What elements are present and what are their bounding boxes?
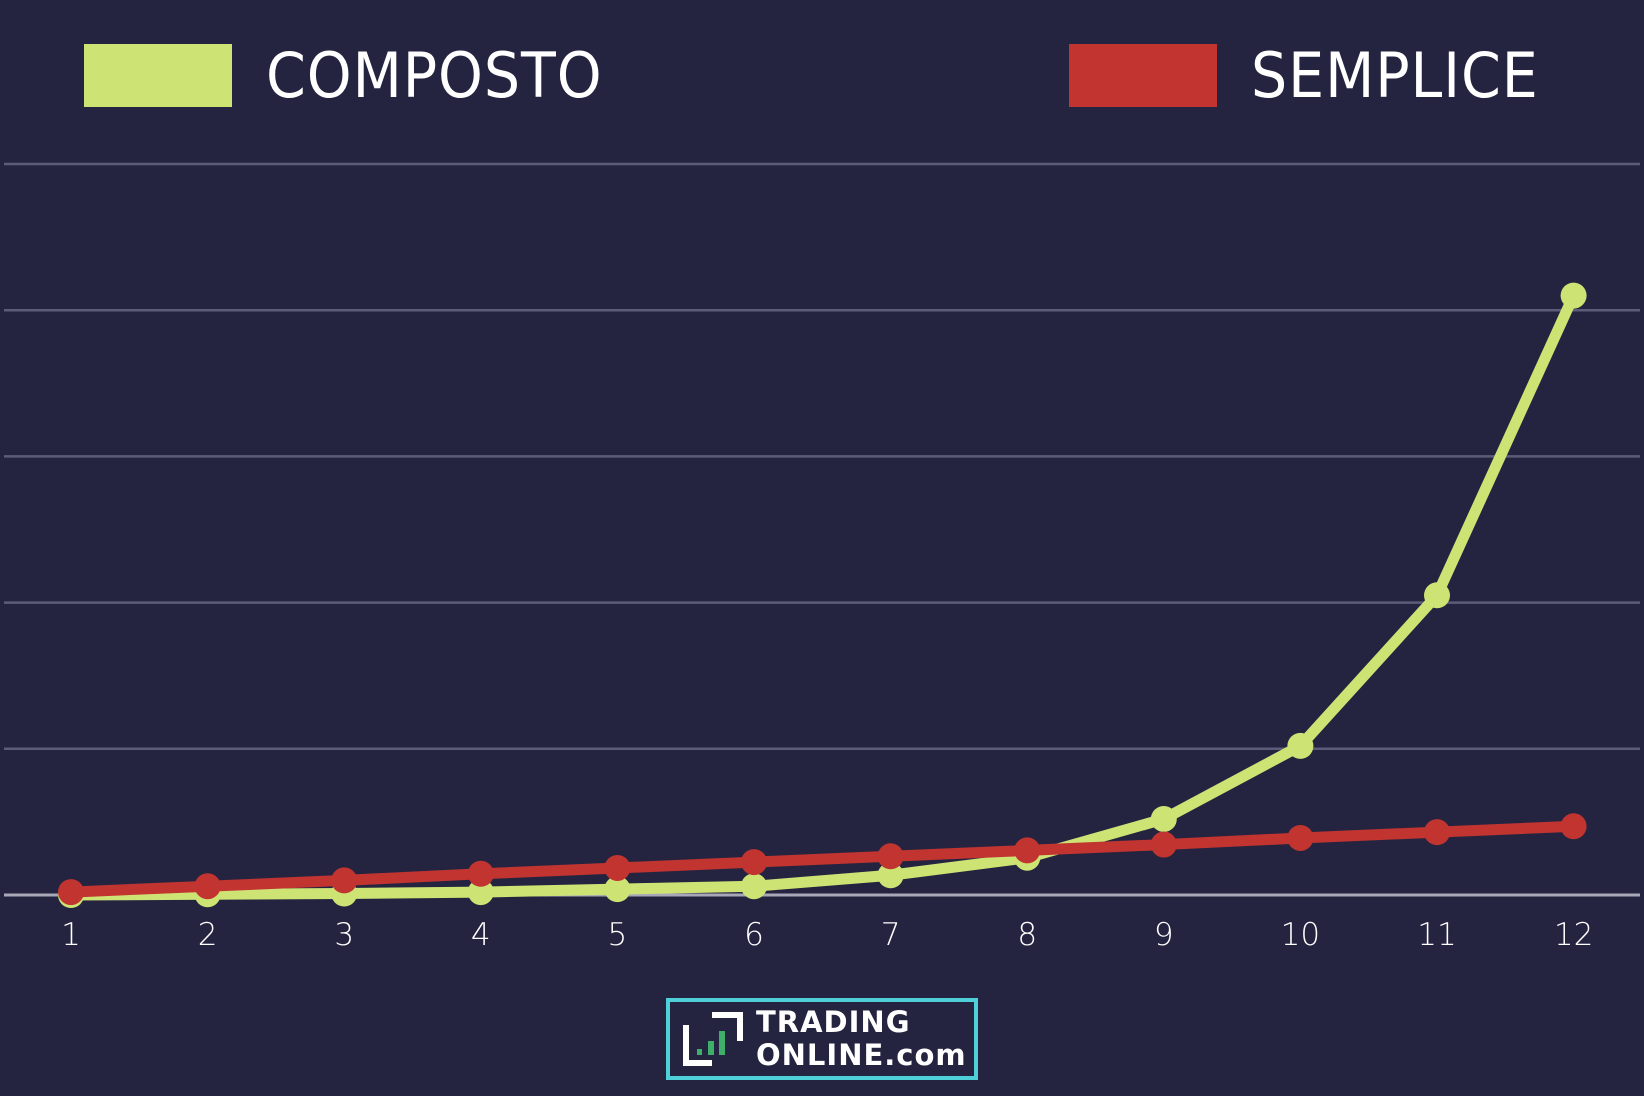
- x-tick-label: 2: [198, 917, 218, 953]
- x-tick-label: 6: [744, 917, 764, 953]
- gridlines: [4, 162, 1640, 897]
- legend-swatch-composto: [84, 44, 232, 107]
- legend-swatch-semplice: [1069, 44, 1217, 107]
- legend-item-composto: COMPOSTO: [84, 44, 632, 107]
- data-point-marker[interactable]: [194, 873, 221, 900]
- data-point-marker[interactable]: [1150, 805, 1177, 832]
- data-point-marker[interactable]: [467, 879, 494, 906]
- x-tick-label: 7: [881, 917, 901, 953]
- x-tick-label: 9: [1154, 917, 1174, 953]
- data-point-marker[interactable]: [1150, 831, 1177, 858]
- logo-line-2: ONLINE.com: [756, 1038, 967, 1072]
- data-point-marker[interactable]: [1424, 582, 1450, 609]
- chart-bars-icon: [682, 1011, 746, 1067]
- x-tick-label: 4: [471, 917, 491, 953]
- logo-line-1: TRADING: [756, 1005, 911, 1039]
- x-tick-label: 8: [1017, 917, 1037, 953]
- data-point-marker[interactable]: [877, 843, 904, 870]
- legend-label-semplice: SEMPLICE: [1251, 38, 1539, 112]
- legend-label-composto: COMPOSTO: [266, 38, 603, 112]
- data-point-marker[interactable]: [1287, 824, 1314, 851]
- data-point-marker[interactable]: [877, 862, 904, 889]
- x-axis-tick-labels: 1 2 3 4 5 6 7 8 9 10 11 12: [61, 917, 1593, 953]
- x-tick-label: 5: [608, 917, 628, 953]
- series-line: [70, 820, 1574, 898]
- data-point-marker[interactable]: [604, 876, 631, 903]
- data-point-marker[interactable]: [1287, 732, 1314, 759]
- series-lines: [58, 282, 1587, 908]
- data-point-marker[interactable]: [1560, 813, 1587, 840]
- legend-item-semplice: SEMPLICE: [1069, 44, 1564, 107]
- series-semplice: [58, 813, 1587, 906]
- series-line: [70, 293, 1579, 901]
- x-tick-label: 11: [1417, 917, 1456, 953]
- data-point-marker[interactable]: [604, 854, 631, 881]
- data-point-marker[interactable]: [741, 873, 767, 900]
- data-point-marker[interactable]: [1014, 837, 1041, 864]
- series-composto: [58, 282, 1587, 908]
- x-tick-label: 1: [61, 917, 81, 953]
- data-point-marker[interactable]: [58, 879, 84, 906]
- tradingonline-logo: TRADING ONLINE.com: [666, 998, 978, 1080]
- data-point-marker[interactable]: [1424, 819, 1450, 846]
- data-point-marker[interactable]: [741, 849, 767, 876]
- x-tick-label: 10: [1281, 917, 1320, 953]
- data-point-marker[interactable]: [331, 867, 358, 894]
- data-point-marker[interactable]: [1560, 282, 1587, 309]
- data-point-marker[interactable]: [467, 860, 494, 887]
- x-tick-label: 12: [1554, 917, 1593, 953]
- x-tick-label: 3: [334, 917, 354, 953]
- logo-text: TRADING ONLINE.com: [756, 1006, 967, 1072]
